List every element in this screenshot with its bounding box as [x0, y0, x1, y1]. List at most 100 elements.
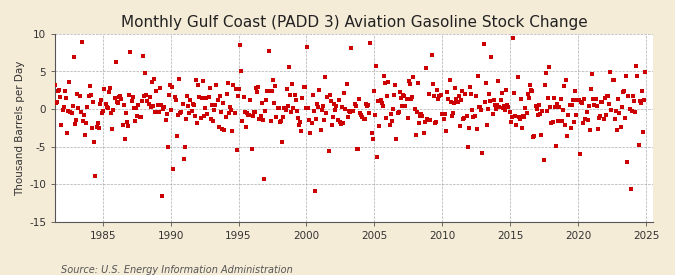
- Point: [334, 119, 345, 124]
- Point: [300, 106, 311, 111]
- Point: [240, 110, 250, 114]
- Point: [279, 106, 290, 110]
- Point: [123, 124, 134, 129]
- Point: [244, 113, 254, 117]
- Point: [100, 102, 111, 107]
- Point: [551, 102, 562, 106]
- Point: [618, 90, 628, 94]
- Point: [571, 112, 582, 117]
- Point: [566, 103, 577, 107]
- Point: [275, 118, 286, 123]
- Point: [347, 109, 358, 113]
- Point: [215, 94, 225, 98]
- Point: [255, 114, 266, 118]
- Point: [115, 94, 126, 98]
- Point: [362, 102, 373, 107]
- Point: [624, 107, 635, 111]
- Point: [128, 95, 138, 99]
- Point: [573, 98, 584, 102]
- Point: [321, 111, 331, 115]
- Point: [96, 98, 107, 102]
- Point: [167, 85, 178, 89]
- Point: [597, 100, 608, 104]
- Point: [51, 100, 62, 104]
- Point: [537, 109, 548, 113]
- Point: [479, 100, 490, 104]
- Point: [228, 82, 239, 87]
- Point: [310, 117, 321, 121]
- Point: [496, 90, 507, 95]
- Point: [150, 110, 161, 114]
- Point: [605, 70, 616, 75]
- Point: [76, 40, 87, 45]
- Point: [196, 96, 207, 100]
- Point: [298, 85, 309, 89]
- Point: [364, 111, 375, 116]
- Point: [286, 109, 296, 114]
- Point: [553, 119, 564, 123]
- Point: [459, 116, 470, 120]
- Point: [501, 88, 512, 92]
- Point: [435, 93, 446, 97]
- Point: [524, 82, 535, 87]
- Point: [307, 93, 318, 97]
- Point: [71, 118, 82, 122]
- Point: [362, 104, 373, 109]
- Point: [317, 108, 327, 112]
- Point: [145, 105, 156, 110]
- Point: [148, 104, 159, 108]
- Point: [511, 123, 522, 127]
- Point: [354, 97, 364, 101]
- Point: [630, 110, 641, 114]
- Point: [402, 116, 413, 120]
- Point: [272, 106, 283, 110]
- Point: [519, 115, 530, 119]
- Point: [188, 103, 199, 107]
- Point: [89, 140, 100, 144]
- Point: [322, 95, 333, 99]
- Point: [352, 147, 363, 151]
- Point: [360, 102, 371, 107]
- Point: [198, 114, 209, 119]
- Point: [561, 78, 572, 82]
- Point: [476, 108, 487, 112]
- Point: [339, 91, 350, 95]
- Point: [391, 137, 402, 142]
- Point: [396, 95, 406, 100]
- Point: [423, 118, 433, 122]
- Point: [380, 81, 391, 85]
- Point: [383, 80, 394, 84]
- Point: [640, 70, 651, 74]
- Point: [548, 96, 559, 100]
- Point: [72, 92, 82, 96]
- Point: [144, 95, 155, 100]
- Point: [171, 133, 182, 138]
- Point: [512, 75, 523, 79]
- Point: [407, 95, 418, 99]
- Point: [487, 112, 498, 116]
- Point: [320, 75, 331, 79]
- Point: [558, 108, 568, 112]
- Point: [126, 98, 137, 103]
- Point: [146, 79, 157, 84]
- Point: [155, 86, 165, 90]
- Point: [565, 126, 576, 130]
- Point: [317, 104, 328, 108]
- Point: [419, 120, 430, 125]
- Point: [138, 94, 149, 98]
- Point: [357, 114, 368, 119]
- Point: [118, 103, 129, 107]
- Point: [489, 103, 500, 108]
- Point: [143, 102, 154, 106]
- Point: [121, 111, 132, 116]
- Point: [349, 102, 360, 106]
- Point: [247, 114, 258, 118]
- Point: [63, 109, 74, 113]
- Point: [90, 174, 101, 178]
- Point: [182, 94, 192, 99]
- Point: [404, 79, 414, 84]
- Point: [523, 96, 534, 100]
- Point: [520, 106, 531, 110]
- Point: [531, 104, 541, 108]
- Point: [268, 78, 279, 82]
